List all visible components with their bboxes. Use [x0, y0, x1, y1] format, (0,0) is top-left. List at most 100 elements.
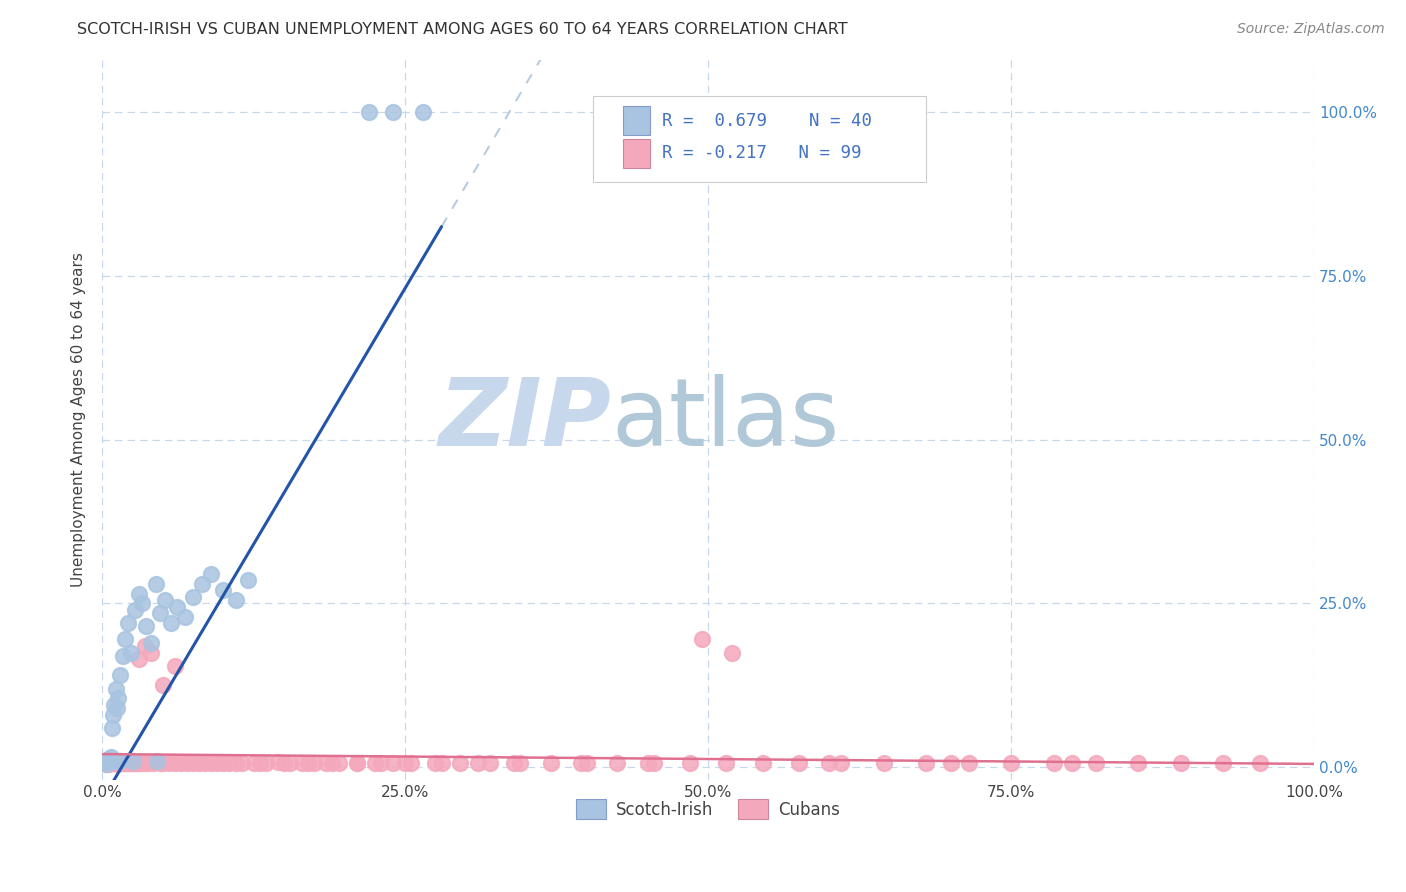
Point	[637, 756, 659, 771]
Point	[149, 606, 172, 620]
Bar	[623, 139, 650, 168]
Point	[104, 756, 127, 770]
Point	[315, 756, 337, 770]
Point	[105, 756, 128, 771]
Point	[114, 755, 136, 769]
Point	[225, 593, 247, 607]
Text: R =  0.679    N = 40: R = 0.679 N = 40	[662, 112, 872, 130]
Point	[370, 756, 392, 770]
Point	[873, 756, 896, 770]
Point	[117, 615, 139, 630]
Point	[716, 756, 738, 770]
Point	[278, 756, 301, 770]
Point	[145, 754, 167, 768]
Point	[149, 756, 172, 771]
Point	[479, 756, 502, 770]
Point	[124, 603, 146, 617]
Point	[575, 756, 598, 770]
Point	[231, 756, 253, 771]
Y-axis label: Unemployment Among Ages 60 to 64 years: Unemployment Among Ages 60 to 64 years	[72, 252, 86, 588]
Point	[114, 632, 136, 647]
Point	[121, 754, 143, 768]
Point	[131, 596, 153, 610]
Point	[1000, 756, 1022, 770]
Point	[128, 652, 150, 666]
Point	[96, 756, 118, 771]
Point	[136, 756, 159, 770]
Point	[100, 750, 122, 764]
Point	[103, 698, 125, 712]
Point	[120, 646, 142, 660]
Point	[94, 756, 117, 771]
Point	[121, 756, 143, 770]
Point	[207, 756, 229, 770]
Point	[118, 755, 141, 769]
Point	[160, 615, 183, 630]
Point	[382, 105, 405, 120]
Point	[364, 756, 387, 771]
FancyBboxPatch shape	[593, 95, 927, 182]
Point	[176, 756, 198, 770]
Text: R = -0.217   N = 99: R = -0.217 N = 99	[662, 145, 862, 162]
Point	[188, 756, 211, 771]
Legend: Scotch-Irish, Cubans: Scotch-Irish, Cubans	[569, 792, 846, 826]
Point	[101, 756, 124, 770]
Point	[212, 583, 235, 598]
Point	[1042, 756, 1064, 770]
Point	[430, 756, 453, 770]
Point	[194, 756, 217, 771]
Point	[139, 646, 162, 660]
Point	[1060, 756, 1083, 770]
Point	[690, 632, 713, 647]
Point	[540, 756, 562, 770]
Point	[643, 756, 665, 771]
Point	[212, 756, 235, 770]
Point	[117, 756, 139, 771]
Point	[291, 756, 314, 770]
Point	[1249, 756, 1271, 770]
Point	[97, 754, 120, 768]
Point	[135, 619, 157, 633]
Point	[173, 609, 195, 624]
Point	[357, 105, 380, 120]
Point	[152, 678, 174, 692]
Point	[304, 756, 326, 771]
Point	[273, 756, 295, 770]
Point	[394, 756, 416, 771]
Point	[399, 756, 422, 770]
Point	[101, 707, 124, 722]
Point	[163, 756, 186, 770]
Point	[103, 754, 125, 768]
Point	[346, 756, 368, 770]
Point	[163, 658, 186, 673]
Point	[105, 701, 128, 715]
Point	[108, 756, 131, 770]
Point	[127, 755, 149, 769]
Point	[721, 646, 744, 660]
Point	[236, 574, 259, 588]
Point	[97, 756, 120, 770]
Point	[1212, 756, 1234, 771]
Point	[166, 599, 188, 614]
Point	[134, 639, 156, 653]
Point	[382, 756, 405, 770]
Text: ZIP: ZIP	[439, 374, 612, 466]
Point	[103, 755, 125, 769]
Point	[107, 691, 129, 706]
Point	[509, 756, 531, 771]
Point	[1128, 756, 1150, 770]
Point	[104, 681, 127, 696]
Point	[328, 756, 350, 770]
Point	[467, 756, 489, 770]
Point	[142, 756, 165, 770]
Point	[254, 756, 277, 770]
Point	[751, 756, 773, 771]
Point	[112, 756, 135, 771]
Point	[139, 636, 162, 650]
Point	[157, 756, 180, 770]
Point	[94, 756, 117, 771]
Point	[939, 756, 962, 770]
Point	[297, 756, 319, 770]
Point	[101, 756, 124, 771]
Point	[242, 756, 264, 770]
